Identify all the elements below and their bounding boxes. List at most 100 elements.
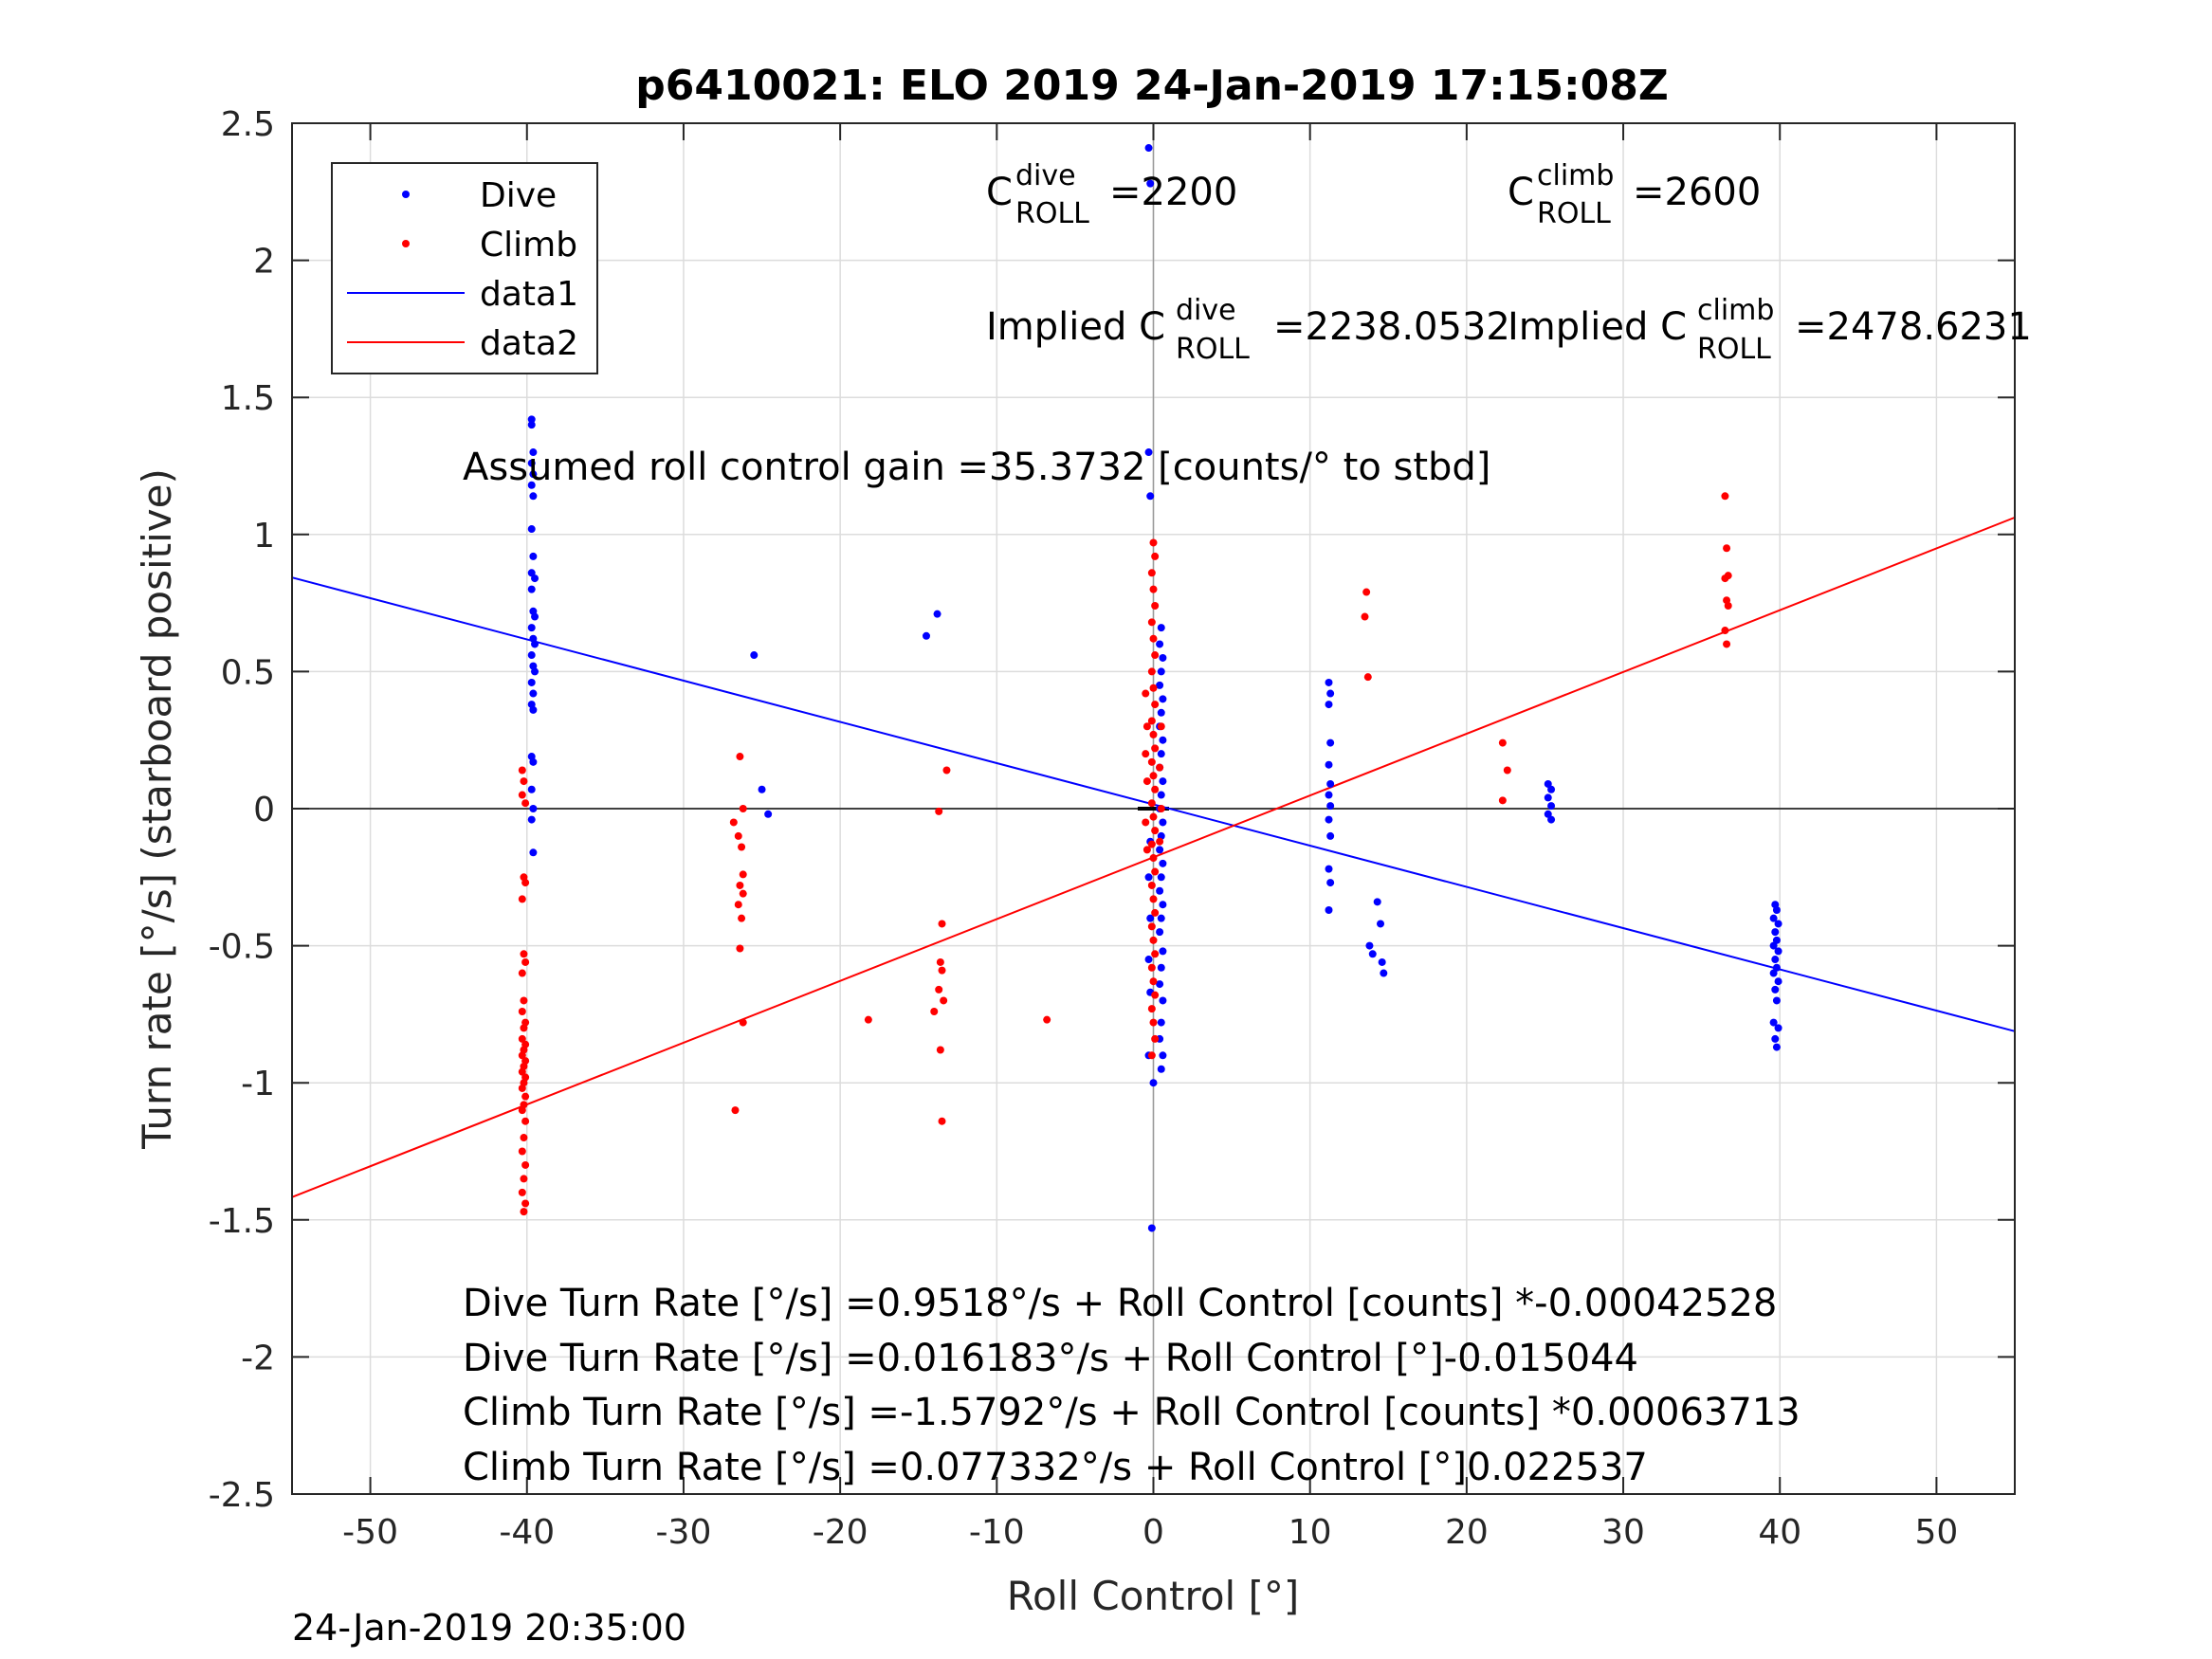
point-dive (1159, 818, 1167, 827)
c-dive-base: C (986, 171, 1013, 214)
point-climb (1149, 772, 1158, 780)
point-dive (1544, 793, 1552, 802)
point-climb (1147, 569, 1156, 577)
point-climb (938, 920, 946, 928)
point-climb (520, 1208, 528, 1216)
point-climb (1147, 1051, 1156, 1060)
point-dive (1156, 886, 1164, 895)
point-climb (1151, 744, 1160, 753)
implied-climb-sub: ROLL (1697, 333, 1771, 366)
implied-climb-value: =2478.6231 (1795, 305, 2032, 349)
x-tick-label: -50 (342, 1513, 398, 1552)
point-climb (864, 1015, 872, 1024)
x-tick-label: 0 (1143, 1513, 1164, 1552)
legend-label-dive: Dive (480, 176, 557, 215)
point-dive (1771, 956, 1780, 964)
point-climb (1142, 689, 1150, 698)
point-climb (738, 843, 746, 851)
point-dive (1159, 1051, 1167, 1060)
point-dive (1159, 996, 1167, 1005)
point-dive (1772, 1043, 1781, 1051)
x-tick-label: -40 (499, 1513, 555, 1552)
point-dive (1146, 492, 1155, 501)
c-climb-base: C (1508, 171, 1534, 214)
point-dive (529, 805, 538, 812)
point-climb (521, 1117, 530, 1125)
implied-climb-sup: climb (1697, 294, 1774, 327)
point-dive (1544, 779, 1552, 788)
point-climb (521, 1092, 530, 1101)
point-dive (1156, 640, 1164, 648)
point-dive (1325, 906, 1333, 915)
point-dive (922, 631, 930, 640)
point-climb (1151, 950, 1160, 958)
c-dive-value: =2200 (1109, 171, 1237, 214)
point-dive (531, 667, 539, 676)
point-dive (1159, 653, 1167, 662)
point-climb (942, 766, 951, 775)
point-dive (1157, 791, 1165, 799)
point-climb (518, 969, 526, 977)
point-climb (1151, 651, 1160, 660)
point-climb (1503, 766, 1511, 775)
y-tick-label: -2 (241, 1339, 275, 1377)
point-dive (527, 624, 536, 632)
point-climb (1151, 1034, 1160, 1043)
point-dive (1771, 1034, 1780, 1043)
point-dive (1325, 760, 1333, 769)
legend-label-data2: data2 (480, 324, 578, 363)
point-dive (1325, 791, 1333, 799)
point-dive (1547, 815, 1556, 824)
point-climb (1143, 777, 1151, 786)
point-climb (1721, 627, 1729, 635)
point-climb (1721, 574, 1729, 583)
point-climb (520, 1175, 528, 1183)
point-dive (1326, 779, 1335, 788)
point-climb (518, 1051, 526, 1060)
implied-climb-prefix: Implied C (1508, 305, 1687, 349)
point-dive (529, 705, 538, 714)
point-dive (933, 610, 941, 618)
point-dive (1144, 873, 1153, 882)
point-climb (1149, 730, 1158, 738)
point-dive (1365, 941, 1374, 950)
point-climb (1151, 601, 1160, 610)
point-climb (739, 805, 747, 812)
point-climb (518, 1034, 526, 1043)
point-dive (1772, 936, 1781, 944)
c-climb-value: =2600 (1633, 171, 1761, 214)
point-climb (520, 950, 528, 958)
point-climb (1157, 805, 1165, 812)
point-dive (1547, 802, 1556, 811)
x-tick-label: -30 (656, 1513, 712, 1552)
legend-box (331, 162, 598, 374)
point-dive (1147, 1224, 1156, 1232)
x-axis-ticks: -50 -40 -30 -20 -10 0 10 20 30 40 50 (342, 123, 1958, 1552)
point-climb (1149, 585, 1158, 593)
point-climb (518, 1084, 526, 1092)
point-dive (1146, 914, 1155, 922)
legend-swatch-dive (402, 191, 410, 198)
point-dive (1774, 947, 1782, 956)
point-climb (940, 996, 948, 1005)
point-dive (1146, 179, 1155, 188)
point-dive (1157, 1065, 1165, 1073)
point-dive (1771, 928, 1780, 937)
point-climb (936, 1046, 944, 1054)
point-dive (527, 785, 536, 793)
point-climb (1147, 667, 1156, 676)
point-climb (1142, 750, 1150, 758)
point-dive (527, 585, 536, 593)
point-climb (520, 777, 528, 786)
point-dive (1772, 996, 1781, 1005)
point-dive (1377, 920, 1385, 928)
point-climb (521, 1160, 530, 1169)
gain-annotation: Assumed roll control gain =35.3732 [coun… (463, 446, 1490, 489)
point-dive (1157, 750, 1165, 758)
point-climb (521, 1199, 530, 1208)
implied-dive-prefix: Implied C (986, 305, 1165, 349)
point-dive (764, 810, 773, 818)
point-climb (1151, 552, 1160, 560)
point-climb (1498, 738, 1507, 747)
